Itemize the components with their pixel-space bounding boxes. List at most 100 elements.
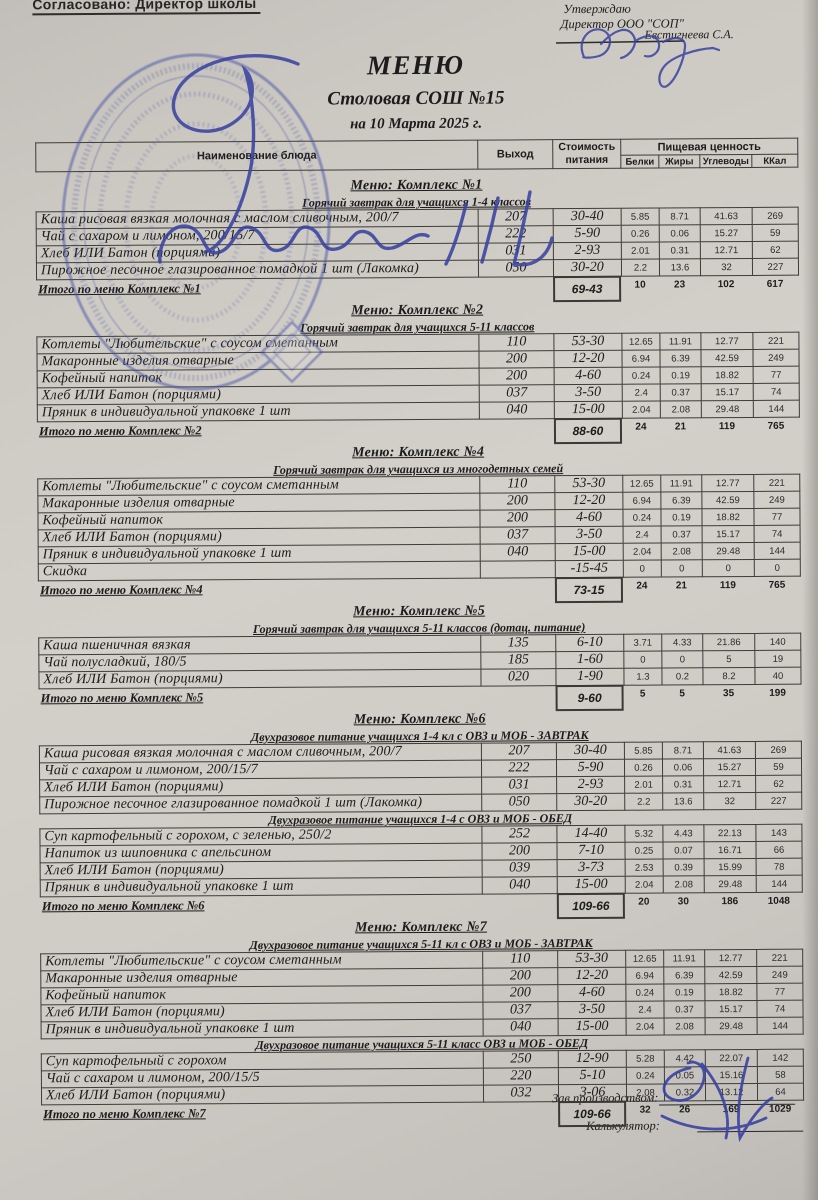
carbs-cell: 12.71 <box>700 241 753 259</box>
fat-cell: 13.6 <box>659 258 701 277</box>
kcal-cell: 144 <box>753 400 800 418</box>
kcal-cell: 144 <box>754 542 801 560</box>
yield-cell: 037 <box>482 1001 559 1020</box>
fat-cell: 8.71 <box>662 741 704 760</box>
group-subtitle-text: Горячий завтрак для учащихся из многодет… <box>273 461 564 477</box>
fat-cell: 0.19 <box>660 366 702 385</box>
yield-cell: 200 <box>478 350 555 369</box>
fat-cell: 8.71 <box>659 207 701 226</box>
section-title: Меню: Комплекс №5 <box>38 600 800 622</box>
cost-cell: 14-40 <box>556 825 625 843</box>
fat-cell: 0.06 <box>662 758 704 777</box>
total-carbs-cell: 119 <box>719 580 737 592</box>
total-fat-cell: 23 <box>673 279 686 291</box>
fat-cell: 0.37 <box>660 383 702 402</box>
fat-cell: 11.91 <box>663 949 705 968</box>
yield-cell: 200 <box>479 367 555 386</box>
carbs-cell: 15.17 <box>701 383 754 401</box>
menu-section: Меню: Комплекс №1 Горячий завтрак для уча… <box>35 174 799 303</box>
carbs-cell: 15.27 <box>700 224 753 242</box>
section-title-text: Меню: Комплекс №1 <box>350 177 483 194</box>
kcal-cell: 40 <box>754 667 802 685</box>
section-total-cost: 109-66 <box>558 1100 627 1128</box>
carbs-cell: 18.82 <box>704 983 757 1001</box>
kcal-cell: 269 <box>755 741 802 759</box>
yield-cell: 200 <box>481 842 558 861</box>
protein-cell: 2.04 <box>625 876 664 894</box>
group-subtitle-text: Двухразовое питание учащихся 1-4 с ОВЗ и… <box>268 811 573 827</box>
kcal-cell: 249 <box>752 349 800 367</box>
total-kcal-cell: 1029 <box>768 1103 792 1115</box>
carbs-cell: 0 <box>702 559 755 577</box>
yield-cell: 185 <box>480 651 556 670</box>
fat-cell: 0.39 <box>663 858 705 877</box>
fat-cell: 4.33 <box>661 633 703 652</box>
total-kcal-cell: 765 <box>768 579 786 591</box>
yield-cell: 252 <box>481 825 557 844</box>
menu-sections: Меню: Комплекс №1 Горячий завтрак для уча… <box>35 174 804 1128</box>
fat-cell: 2.08 <box>663 875 705 894</box>
protein-cell: 1.3 <box>623 668 663 686</box>
section-total-label: Итого по меню Комплекс №4 <box>39 582 203 598</box>
dish-name-cell: Пряник в индивидуальной упаковке 1 шт <box>37 402 480 422</box>
protein-cell: 2.01 <box>621 242 660 260</box>
carbs-cell: 12.71 <box>703 775 756 793</box>
kcal-cell: 143 <box>755 824 802 842</box>
group-subtitle-text: Двухразовое питание учащихся 5-11 кл с О… <box>249 935 593 953</box>
protein-cell: 0.24 <box>622 509 662 527</box>
total-kcal-cell: 199 <box>769 687 786 699</box>
dish-name-cell: Пирожное песочное глазированное помадкой… <box>39 794 482 814</box>
cost-cell: 4-60 <box>557 984 626 1002</box>
kcal-cell: 77 <box>753 366 800 384</box>
dish-name-cell: Хлеб ИЛИ Батон (порциями) <box>41 1085 484 1105</box>
carbs-cell: 12.77 <box>701 474 754 492</box>
kcal-cell: 66 <box>755 841 803 859</box>
group-subtitle-text: Горячий завтрак для учащихся 5-11 классо… <box>252 619 586 637</box>
fat-cell: 0.37 <box>661 525 703 544</box>
cost-cell: 15-00 <box>554 401 623 419</box>
total-kcal-cell: 617 <box>766 278 784 290</box>
section-total-row: Итого по меню Комплекс №6 109-66 20 30 186 10… <box>40 892 802 920</box>
carbs-cell: 32 <box>703 792 756 810</box>
carbs-cell: 15.17 <box>704 1000 758 1018</box>
total-carbs-cell: 186 <box>721 896 739 908</box>
fat-cell: 2.08 <box>661 542 703 561</box>
fat-cell: 0.37 <box>663 1000 706 1019</box>
kcal-cell: 140 <box>754 633 801 651</box>
section-total-row: Итого по меню Комплекс №4 73-15 24 21 119 765 <box>38 576 800 604</box>
cost-cell: 4-60 <box>554 367 623 385</box>
yield-cell: 110 <box>479 475 555 494</box>
dish-name-cell: Скидка <box>38 561 481 581</box>
carbs-cell: 12.77 <box>704 949 757 967</box>
carbs-cell: 16.71 <box>703 841 757 859</box>
fat-cell: 0 <box>661 559 703 578</box>
kcal-cell: 249 <box>756 966 803 984</box>
yield-cell: 222 <box>481 759 557 778</box>
carbs-cell: 21.86 <box>702 633 755 651</box>
fat-cell: 0.32 <box>664 1083 706 1102</box>
section-title: Меню: Комплекс №6 <box>39 708 801 730</box>
kcal-cell: 78 <box>756 858 803 876</box>
kcal-cell: 62 <box>755 775 802 793</box>
menu-section: Меню: Комплекс №7 Двухразовое питание уча… <box>40 916 804 1128</box>
section-total-label: Итого по меню Комплекс №1 <box>38 281 201 297</box>
fat-cell: 13.6 <box>662 792 704 811</box>
protein-cell: 2.2 <box>624 793 663 811</box>
total-protein-cell: 20 <box>638 896 650 908</box>
kcal-cell: 64 <box>757 1083 804 1101</box>
yield-cell: 207 <box>481 742 557 761</box>
approver-name: Евстигнеева С.А. <box>644 27 734 42</box>
fat-cell: 0 <box>661 650 703 669</box>
yield-cell: 040 <box>483 1018 559 1037</box>
fat-cell: 0.07 <box>662 841 705 860</box>
section-total-row: Итого по меню Комплекс №5 9-60 5 5 35 199 <box>39 684 801 712</box>
menu-content: Наименование блюда Выход Стоимость питан… <box>35 138 804 1128</box>
protein-cell: 0.26 <box>624 759 663 777</box>
carbs-cell: 18.82 <box>701 508 755 526</box>
yield-cell: 032 <box>483 1084 559 1103</box>
dish-name-cell: Хлеб ИЛИ Батон (порциями) <box>38 669 482 689</box>
column-header-protein: Белки <box>620 155 659 169</box>
yield-cell: 031 <box>478 242 554 261</box>
yield-cell: 110 <box>482 950 558 969</box>
